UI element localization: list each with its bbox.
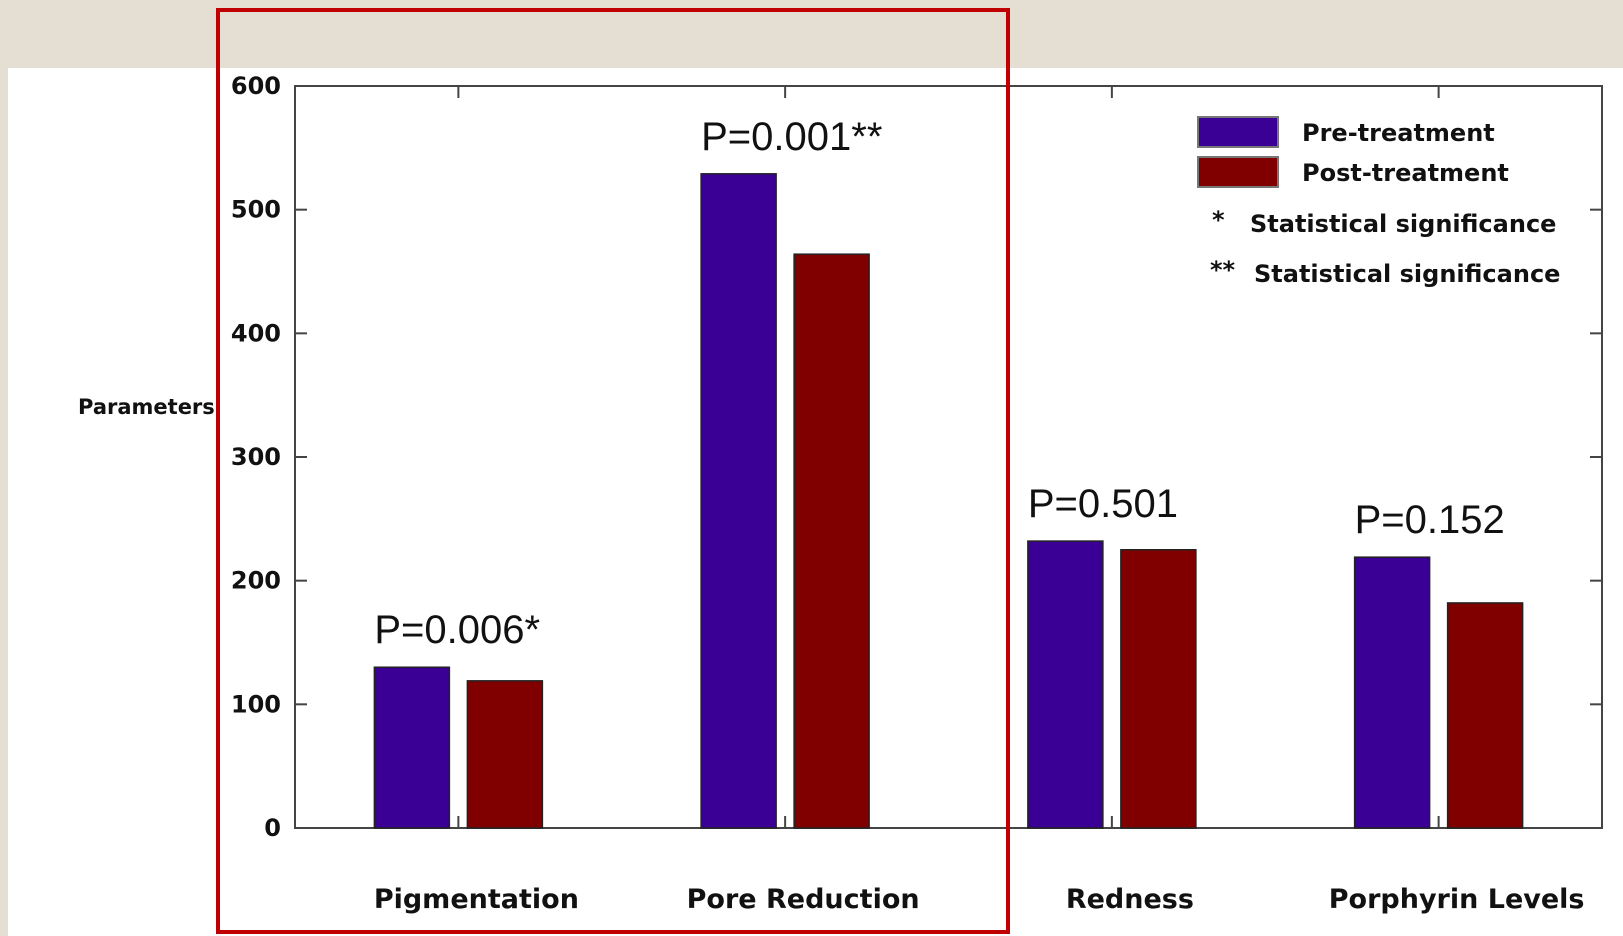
- p-value-label: P=0.501: [1028, 482, 1178, 526]
- legend-label: Post-treatment: [1302, 159, 1509, 187]
- post-treatment-bar: [1446, 602, 1524, 829]
- pre-treatment-bar: [1353, 556, 1431, 829]
- y-tick-label: 100: [231, 690, 281, 718]
- category-label: Redness: [1066, 884, 1194, 915]
- post-treatment-bar: [1120, 549, 1197, 829]
- post-treatment-bar: [793, 253, 870, 829]
- y-tick-label: 300: [231, 443, 281, 471]
- category-label: Pore Reduction: [687, 884, 920, 915]
- y-tick-label: 200: [231, 567, 281, 595]
- p-value-label: P=0.001**: [701, 115, 882, 159]
- y-tick-label: 400: [231, 319, 281, 347]
- y-axis-label: Parameters: [78, 395, 215, 419]
- pre-treatment-bar: [1027, 540, 1104, 829]
- pre-treatment-bar: [373, 666, 451, 829]
- y-tick-label: 600: [231, 72, 281, 100]
- legend-note: Statistical significance: [1250, 210, 1556, 238]
- legend-symbol: *: [1212, 206, 1225, 234]
- category-label: Pigmentation: [374, 884, 579, 915]
- p-value-label: P=0.152: [1355, 498, 1505, 542]
- p-value-label: P=0.006*: [374, 608, 540, 652]
- category-label: Porphyrin Levels: [1329, 884, 1585, 915]
- y-tick-label: 500: [231, 196, 281, 224]
- legend-swatch-pre: [1197, 116, 1279, 148]
- legend-swatch-post: [1197, 156, 1279, 188]
- post-treatment-bar: [466, 680, 544, 829]
- legend-symbol: **: [1210, 256, 1236, 284]
- pre-treatment-bar: [700, 173, 777, 829]
- legend-note: Statistical significance: [1254, 260, 1560, 288]
- y-tick-label: 0: [264, 814, 281, 842]
- legend-label: Pre-treatment: [1302, 119, 1495, 147]
